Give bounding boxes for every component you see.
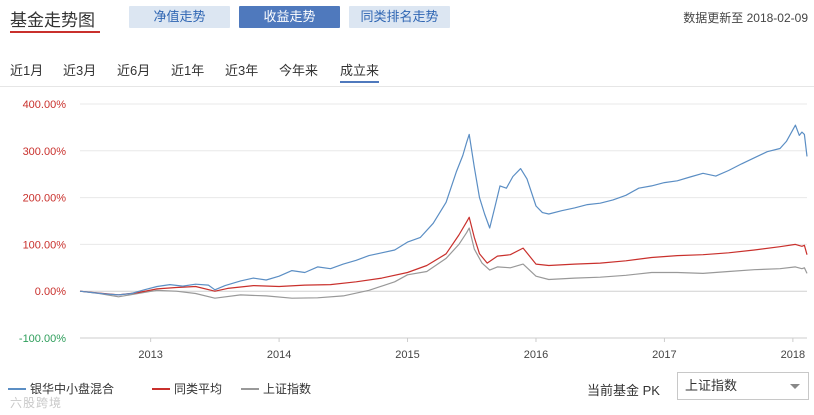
legend-index[interactable]: 上证指数 (241, 380, 311, 397)
range-1y[interactable]: 近1年 (171, 63, 205, 78)
y-tick-label: -100.00% (19, 333, 66, 345)
range-3y[interactable]: 近3年 (225, 63, 259, 78)
legend-fund-label: 银华中小盘混合 (30, 382, 115, 396)
update-date: 数据更新至 2018-02-09 (683, 11, 808, 25)
pk-select[interactable]: 上证指数 (677, 372, 809, 400)
legend-fund-swatch (8, 387, 26, 390)
y-tick-label: 100.00% (23, 239, 67, 251)
legend-index-swatch (241, 387, 259, 390)
range-3m[interactable]: 近3月 (63, 63, 97, 78)
title-underline (10, 31, 100, 33)
pk-select-value: 上证指数 (685, 378, 738, 393)
y-tick-label: 400.00% (23, 99, 67, 111)
series-line-1 (79, 216, 808, 296)
divider (0, 86, 814, 87)
y-tick-label: 300.00% (23, 146, 67, 158)
x-tick-label: 2017 (652, 349, 676, 361)
legend-fund[interactable]: 银华中小盘混合 (8, 380, 114, 397)
x-tick-label: 2014 (267, 349, 291, 361)
legend-peer-avg-swatch (152, 387, 170, 390)
y-tick-label: 0.00% (35, 286, 66, 298)
series-line-0 (79, 124, 808, 296)
range-since-inception[interactable]: 成立来 (340, 60, 380, 83)
range-ytd[interactable]: 今年来 (279, 63, 319, 78)
pk-label: 当前基金 PK (587, 383, 660, 398)
tab-rank-trend[interactable]: 同类排名走势 (349, 6, 450, 28)
legend-index-label: 上证指数 (263, 382, 312, 396)
tab-return-trend[interactable]: 收益走势 (239, 6, 340, 28)
page-title: 基金走势图 (10, 11, 95, 30)
range-6m[interactable]: 近6月 (117, 63, 151, 78)
tab-nav-trend[interactable]: 净值走势 (129, 6, 230, 28)
legend-peer-avg-label: 同类平均 (174, 382, 223, 396)
x-tick-label: 2016 (524, 349, 548, 361)
range-1m[interactable]: 近1月 (10, 63, 44, 78)
x-tick-label: 2015 (395, 349, 419, 361)
series-line-2 (79, 227, 808, 299)
legend-peer-avg[interactable]: 同类平均 (152, 380, 222, 397)
x-tick-label: 2013 (138, 349, 162, 361)
x-tick-label: 2018 (781, 349, 805, 361)
y-tick-label: 200.00% (23, 193, 67, 205)
chevron-down-icon (790, 384, 800, 389)
watermark: 六股跨境 (10, 396, 63, 410)
